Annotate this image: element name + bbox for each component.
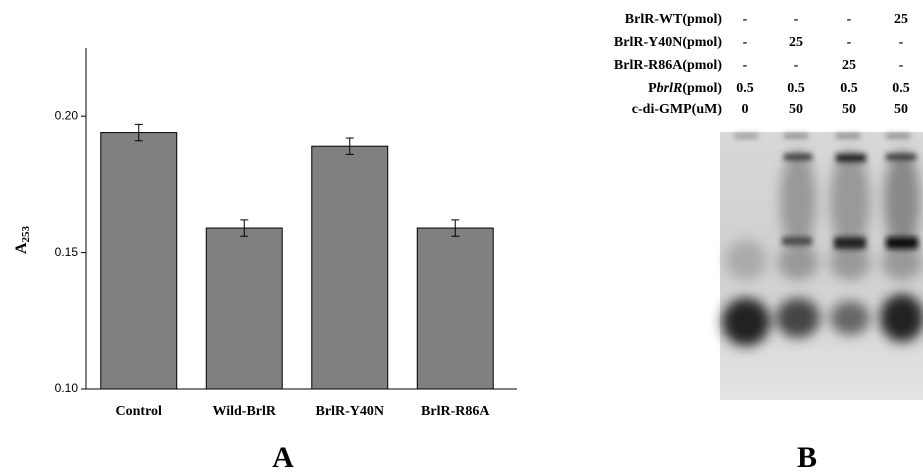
- cell: -: [899, 35, 904, 50]
- x-tick-label: Control: [116, 404, 163, 419]
- row-label: BrlR-Y40N(pmol): [614, 35, 722, 50]
- bar: [206, 228, 282, 389]
- x-tick-label: BrlR-R86A: [421, 404, 490, 419]
- y-tick-label: 0.20: [55, 108, 79, 122]
- row-label: PbrlR(pmol): [648, 81, 722, 96]
- gel-image: [720, 132, 923, 400]
- bar: [101, 133, 177, 389]
- y-axis-label: A253: [13, 225, 32, 254]
- cell: -: [743, 35, 748, 50]
- cell: 50: [842, 102, 856, 117]
- y-label-sub: 253: [20, 225, 32, 242]
- x-tick-label: Wild-BrlR: [212, 404, 276, 419]
- cell: 50: [894, 102, 908, 117]
- row-label-part: (pmol): [682, 81, 722, 96]
- cell: 25: [789, 35, 803, 50]
- cell: 0.5: [892, 81, 910, 96]
- y-label-main: A: [13, 242, 30, 254]
- cell: -: [899, 58, 904, 73]
- y-tick-label: 0.15: [55, 245, 79, 259]
- cell: -: [743, 58, 748, 73]
- row-label: BrlR-WT(pmol): [625, 12, 723, 27]
- cell: 0.5: [736, 81, 754, 96]
- row-label: c-di-GMP(uM): [632, 102, 723, 117]
- figure: A B 0.100.150.20A253ControlWild-BrlRBrlR…: [0, 0, 923, 473]
- cell: -: [743, 12, 748, 27]
- bar: [312, 146, 388, 389]
- cell: -: [847, 35, 852, 50]
- cell: 25: [894, 12, 908, 27]
- cell: 0.5: [840, 81, 858, 96]
- cell: -: [794, 12, 799, 27]
- x-tick-label: BrlR-Y40N: [316, 404, 384, 419]
- y-tick-label: 0.10: [55, 381, 79, 395]
- panel-label: B: [797, 441, 817, 473]
- row-label-part: brlR: [657, 81, 683, 96]
- row-label: BrlR-R86A(pmol): [614, 58, 722, 73]
- cell: -: [794, 58, 799, 73]
- bar: [417, 228, 493, 389]
- cell: -: [847, 12, 852, 27]
- cell: 25: [842, 58, 856, 73]
- panel-label: A: [272, 441, 294, 473]
- cell: 50: [789, 102, 803, 117]
- cell: 0.5: [787, 81, 805, 96]
- cell: 0: [742, 102, 749, 117]
